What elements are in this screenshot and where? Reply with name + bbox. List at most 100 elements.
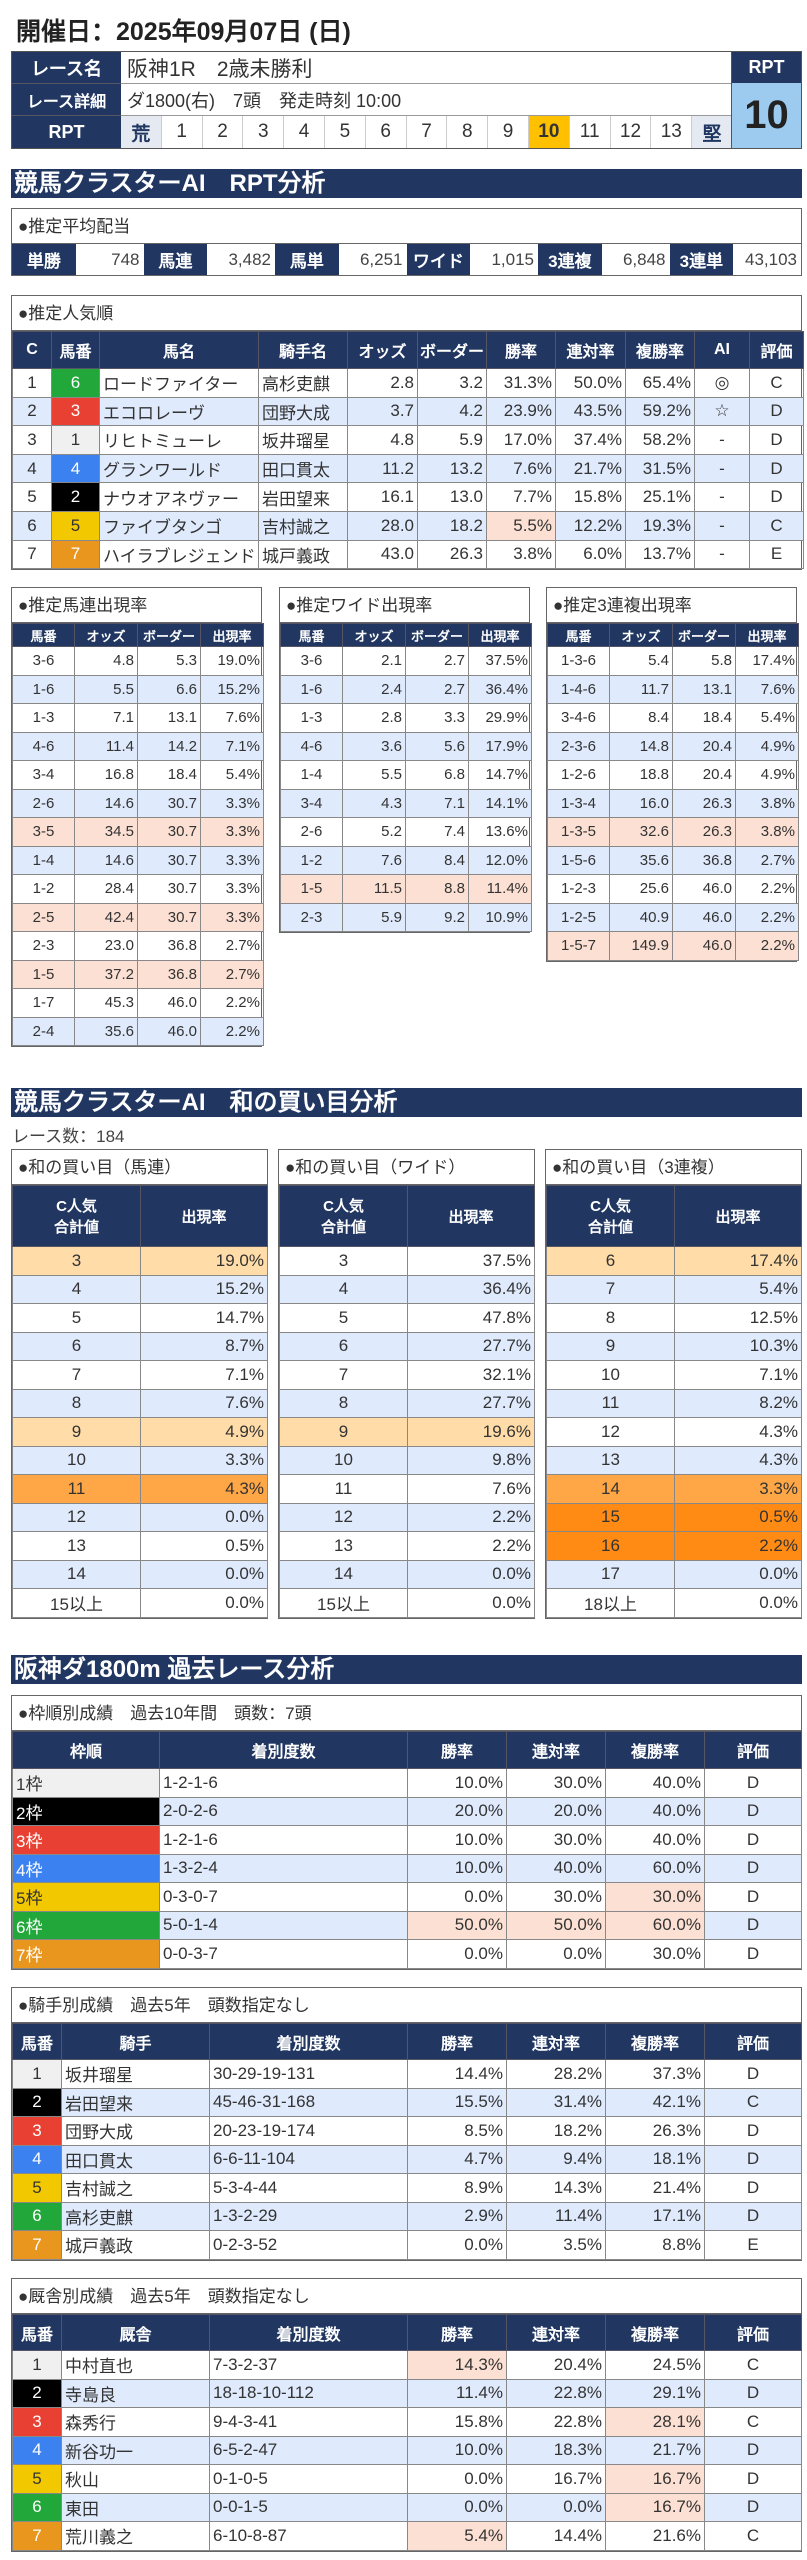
trainer-cell-ren: 14.4% [506, 2521, 606, 2551]
trainer-cell-record: 7-3-2-37 [209, 2350, 408, 2380]
trainer-cell-ren: 18.3% [506, 2435, 606, 2465]
jockey-cell-win: 14.4% [407, 2059, 507, 2089]
trainer-header: 厩舎 [61, 2314, 210, 2351]
popularity-cell-border: 26.3 [417, 539, 487, 570]
trainer-cell-fuku: 21.7% [605, 2435, 705, 2465]
sanrenpuku-cell-number: 1-3-6 [547, 646, 610, 676]
wa-umaren-row: 8 7.6% [12, 1388, 268, 1418]
wa-wide-cell-sum: 14 [279, 1559, 408, 1589]
wa-umaren-cell-rate: 3.3% [140, 1445, 268, 1475]
frame-header: 評価 [704, 1731, 802, 1769]
umaren-row: 1-7 45.3 46.0 2.2% [12, 988, 264, 1018]
wide-cell-odds: 2.8 [342, 703, 406, 733]
umaren-cell-rate: 3.3% [200, 788, 264, 818]
section-title-rpt: 競馬クラスターAI RPT分析 [11, 169, 802, 198]
wa-wide-cell-sum: 13 [279, 1531, 408, 1561]
popularity-header: 複勝率 [625, 331, 695, 369]
wa-wide-cell-sum: 3 [279, 1246, 408, 1276]
wa-umaren-row: 12 0.0% [12, 1502, 268, 1532]
wa-umaren-cell-rate: 4.9% [140, 1417, 268, 1447]
umaren-cell-rate: 7.1% [200, 731, 264, 761]
jockey-box: ●騎手別成績 過去5年 頭数指定なし 馬番 騎手 着別度数 勝率 連対率 複勝率 評価 1 坂井… [11, 1987, 802, 2261]
rpt-scale-cell: 7 [406, 116, 448, 148]
popularity-row: 5 2 ナウオアネヴァー 岩田望来 16.1 13.0 7.7% 15.8% 25.1% - D [12, 482, 804, 512]
wa-wide-title: ●和の買い目（ワイド） [279, 1150, 534, 1185]
wa-umaren-cell-rate: 14.7% [140, 1303, 268, 1333]
frame-cell-fuku: 30.0% [605, 1882, 705, 1912]
frame-row: 2枠 2-0-2-6 20.0% 20.0% 40.0% D [12, 1796, 802, 1826]
popularity-cell-c: 4 [12, 453, 52, 484]
wide-cell-number: 1-2 [280, 845, 343, 875]
sanrenpuku-header: 出現率 [735, 623, 799, 647]
frame-cell-record: 5-0-1-4 [159, 1910, 408, 1940]
wa-umaren-row: 5 14.7% [12, 1303, 268, 1333]
trainer-cell-win: 5.4% [407, 2521, 507, 2551]
umaren-header: 馬番 [12, 623, 75, 647]
wa-wide-row: 3 37.5% [279, 1246, 535, 1276]
wa-sanrenpuku-cell-rate: 0.0% [674, 1588, 802, 1618]
wa-umaren-cell-rate: 8.7% [140, 1331, 268, 1361]
umaren-cell-number: 2-6 [12, 788, 75, 818]
rpt-scale-cell: 12 [610, 116, 652, 148]
popularity-header: 馬番 [51, 331, 100, 369]
wa-sanrenpuku-table: C人気 合計値 出現率 6 17.4% 7 5.4% 8 12.5% 9 10.3% 10 7.1% 1… [546, 1185, 802, 1618]
frame-row: 1枠 1-2-1-6 10.0% 30.0% 40.0% D [12, 1768, 802, 1798]
wide-cell-rate: 37.5% [468, 646, 532, 676]
sanrenpuku-cell-odds: 32.6 [609, 817, 673, 847]
sanrenpuku-cell-rate: 4.9% [735, 760, 799, 790]
umaren-cell-odds: 4.8 [74, 646, 138, 676]
wa-wide-cell-rate: 0.0% [407, 1588, 535, 1618]
trainer-cell-ren: 20.4% [506, 2350, 606, 2380]
rpt-label: RPT [12, 116, 121, 148]
wa-sanrenpuku-row: 12 4.3% [546, 1417, 802, 1447]
jockey-cell-fuku: 26.3% [605, 2116, 705, 2146]
popularity-cell-fuku: 31.5% [625, 453, 695, 484]
sanrenpuku-row: 1-2-5 40.9 46.0 2.2% [547, 902, 799, 932]
popularity-cell-jockey: 高杉吏麒 [258, 368, 348, 398]
popularity-cell-fuku: 13.7% [625, 539, 695, 570]
wa-wide-header-row: C人気 合計値 出現率 [279, 1185, 535, 1247]
jockey-cell-name: 吉村誠之 [61, 2173, 210, 2203]
sanrenpuku-row: 1-4-6 11.7 13.1 7.6% [547, 674, 799, 704]
trainer-cell-number: 3 [12, 2407, 62, 2437]
trainer-cell-number: 5 [12, 2464, 62, 2494]
popularity-cell-ai: ◎ [694, 368, 750, 398]
jockey-cell-name: 田口貫太 [61, 2144, 210, 2174]
wa-wide-box: ●和の買い目（ワイド） C人気 合計値 出現率 3 37.5% 4 36.4% 5 47.8%… [278, 1149, 535, 1619]
wa-umaren-row: 15以上 0.0% [12, 1588, 268, 1618]
wa-wide-row: 6 27.7% [279, 1331, 535, 1361]
sanrenpuku-cell-odds: 14.8 [609, 731, 673, 761]
wa-umaren-cell-sum: 6 [12, 1331, 141, 1361]
wa-sanrenpuku-cell-sum: 14 [546, 1474, 675, 1504]
wa-umaren-box: ●和の買い目（馬連） C人気 合計値 出現率 3 19.0% 4 15.2% 5 14.7% 6… [11, 1149, 268, 1619]
jockey-cell-fuku: 18.1% [605, 2144, 705, 2174]
popularity-header: ボーダー [417, 331, 487, 369]
jockey-row: 7 城戸義政 0-2-3-52 0.0% 3.5% 8.8% E [12, 2230, 802, 2260]
umaren-cell-border: 30.7 [137, 902, 201, 932]
umaren-row: 2-3 23.0 36.8 2.7% [12, 931, 264, 961]
wide-cell-odds: 3.6 [342, 731, 406, 761]
popularity-cell-eval: D [749, 396, 804, 427]
umaren-cell-odds: 42.4 [74, 902, 138, 932]
umaren-header: オッズ [74, 623, 138, 647]
umaren-cell-odds: 14.6 [74, 845, 138, 875]
wa-umaren-cell-sum: 15以上 [12, 1588, 141, 1618]
section-title-past: 阪神ダ1800m 過去レース分析 [11, 1655, 802, 1684]
payout-label: 馬単 [275, 244, 339, 275]
jockey-cell-eval: D [704, 2059, 802, 2089]
wide-cell-number: 1-3 [280, 703, 343, 733]
jockey-cell-eval: E [704, 2230, 802, 2260]
umaren-title: ●推定馬連出現率 [12, 588, 261, 623]
wa-wide-cell-rate: 2.2% [407, 1502, 535, 1532]
wide-row: 4-6 3.6 5.6 17.9% [280, 731, 532, 761]
popularity-cell-win: 5.5% [486, 510, 556, 541]
wide-cell-rate: 17.9% [468, 731, 532, 761]
trainer-header: 馬番 [12, 2314, 62, 2351]
trainer-cell-win: 0.0% [407, 2464, 507, 2494]
wa-wide-cell-rate: 47.8% [407, 1303, 535, 1333]
umaren-cell-border: 6.6 [137, 674, 201, 704]
jockey-header: 着別度数 [209, 2023, 408, 2060]
jockey-row: 6 高杉吏麒 1-3-2-29 2.9% 11.4% 17.1% D [12, 2201, 802, 2231]
trainer-cell-eval: D [704, 2464, 802, 2494]
jockey-header: 勝率 [407, 2023, 507, 2060]
